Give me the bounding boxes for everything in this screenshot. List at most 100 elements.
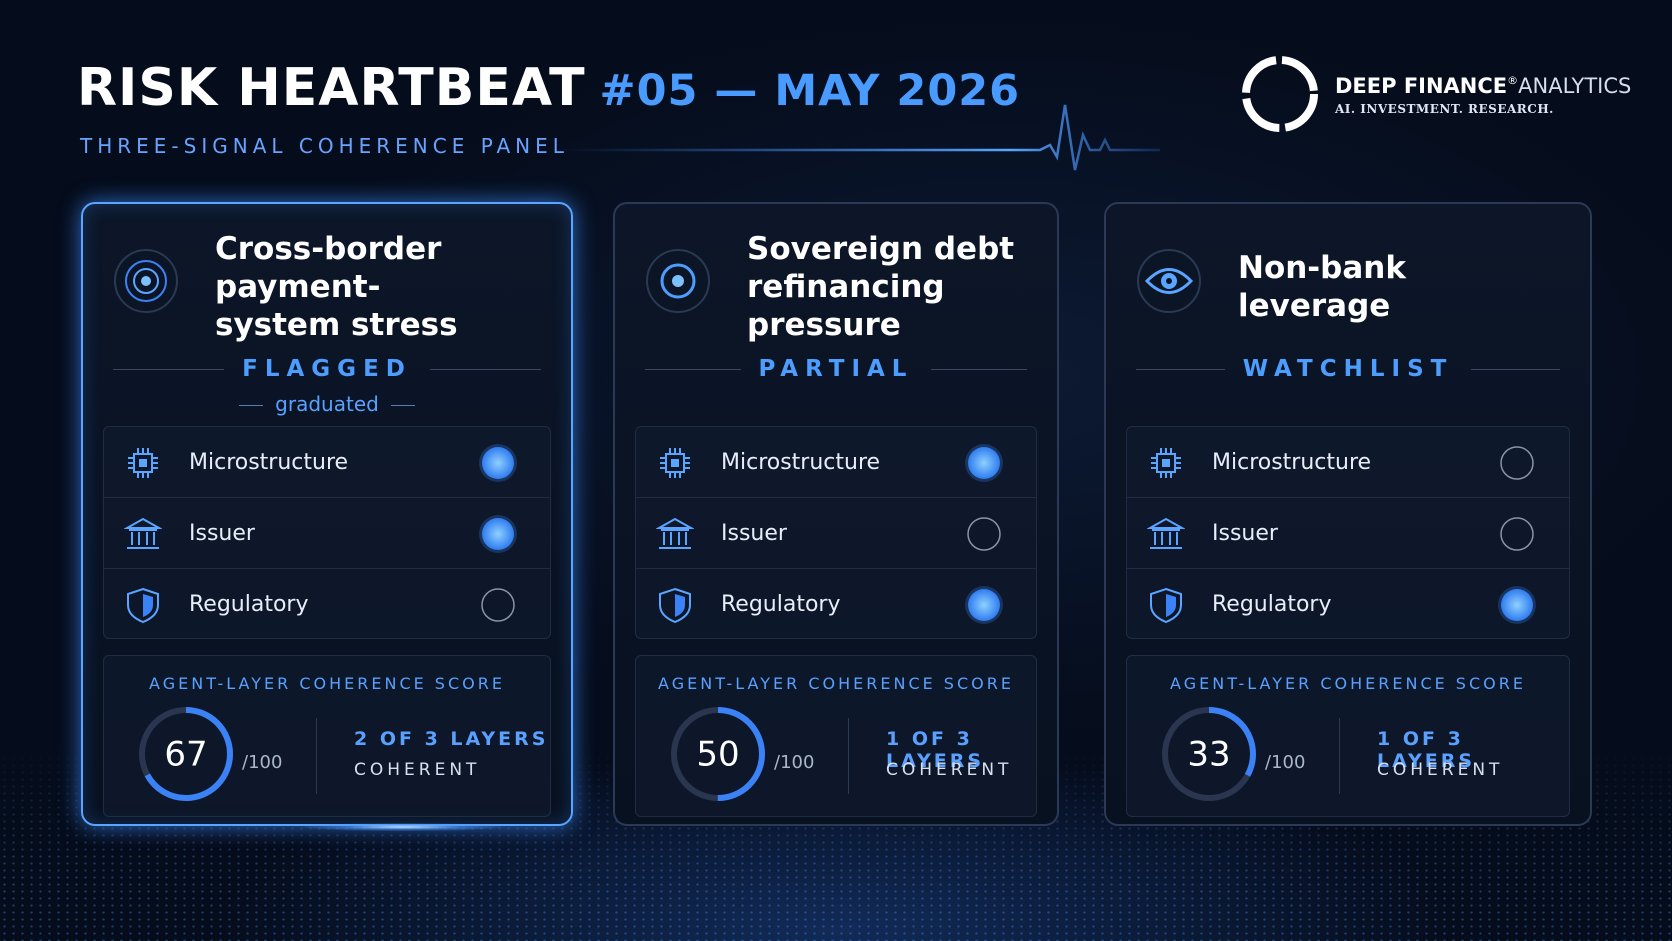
active-dot: [479, 444, 517, 482]
brand-tagline: AI. INVESTMENT. RESEARCH.: [1335, 102, 1554, 116]
card: Non-bank leverage WATCHLIST Microstructure…: [1104, 202, 1592, 826]
score-box: AGENT-LAYER COHERENCE SCORE 50/100 1 OF 3 …: [635, 655, 1037, 817]
score-label: AGENT-LAYER COHERENCE SCORE: [658, 674, 1014, 693]
inactive-dot: [481, 588, 515, 622]
rule: [113, 368, 225, 370]
layer-name: Regulatory: [189, 592, 309, 617]
layer-name: Issuer: [1212, 520, 1278, 546]
coherence-note: COHERENT: [886, 760, 1013, 780]
layer-icon: [1151, 448, 1181, 478]
divider: [848, 718, 849, 794]
score-box: AGENT-LAYER COHERENCE SCORE 67/100 2 OF 3 …: [103, 655, 551, 817]
score-max: /100: [242, 752, 283, 773]
card-title: Sovereign debt refinancing pressure: [747, 231, 1015, 343]
coherence: 1 OF 3 LAYERS: [886, 728, 985, 772]
card-icon: [1137, 249, 1201, 313]
rule: [1136, 368, 1225, 370]
score-label: AGENT-LAYER COHERENCE SCORE: [1170, 674, 1526, 693]
layer-name: Issuer: [189, 520, 255, 546]
status-line: WATCHLIST: [1136, 356, 1561, 382]
heartbeat: [560, 104, 1160, 171]
coherence-note: COHERENT: [1377, 760, 1504, 780]
layer-icon: [656, 517, 694, 549]
rule: [429, 368, 542, 370]
layer-name: Microstructure: [721, 449, 881, 475]
status-line: PARTIAL: [645, 356, 1027, 382]
active-dot: [965, 444, 1003, 482]
brand-suffix: ANALYTICS: [1518, 74, 1632, 98]
layer-row: Regulatory: [636, 569, 1036, 640]
card-icon: [114, 249, 178, 313]
layer-name: Microstructure: [189, 449, 349, 475]
rule: [931, 368, 1027, 370]
brand-name: DEEP FINANCE: [1335, 74, 1508, 98]
layer-icon: [1150, 587, 1182, 624]
gauge: 33: [1162, 707, 1256, 801]
rule: [645, 368, 741, 370]
card-title: Non-bank leverage: [1238, 250, 1406, 324]
layer-row: Microstructure: [636, 427, 1036, 498]
gauge: 67: [139, 707, 233, 801]
active-dot: [479, 515, 517, 553]
layer-row: Issuer: [1127, 498, 1569, 569]
coherence: 1 OF 3 LAYERS: [1377, 728, 1476, 772]
rule: [1471, 368, 1561, 370]
brand: DEEP FINANCE®ANALYTICS AI. INVESTMENT. R…: [1335, 74, 1631, 116]
header-title: RISK HEARTBEAT #05 — MAY 2026: [77, 58, 1020, 118]
edition: #05 — MAY 2026: [599, 66, 1021, 116]
inactive-dot: [1500, 446, 1534, 480]
gauge-arc: [671, 707, 765, 801]
layer-name: Regulatory: [1212, 592, 1332, 617]
layer-name: Regulatory: [721, 592, 841, 617]
score-value: 50: [696, 735, 739, 775]
layers: Microstructure Issuer Regulatory: [1126, 426, 1570, 639]
layer-row: Microstructure: [104, 427, 550, 498]
active-dot: [965, 586, 1003, 624]
layer-row: Regulatory: [104, 569, 550, 640]
status: FLAGGED: [242, 356, 412, 382]
layers: Microstructure Issuer Regulatory: [103, 426, 551, 639]
score-value: 33: [1187, 735, 1230, 775]
status-line: FLAGGED: [113, 356, 542, 382]
title: RISK HEARTBEAT: [77, 58, 586, 118]
brand-mark: ®: [1507, 74, 1519, 87]
card-title: Cross-border payment-system stress: [215, 231, 458, 343]
substatus: graduated: [83, 392, 571, 416]
inactive-dot: [967, 517, 1001, 551]
layers: Microstructure Issuer Regulatory: [635, 426, 1037, 639]
glow: [303, 823, 503, 831]
layer-icon: [1147, 517, 1185, 549]
card-icon: [646, 249, 710, 313]
layer-row: Microstructure: [1127, 427, 1569, 498]
score-max: /100: [1265, 752, 1306, 773]
inactive-dot: [1500, 517, 1534, 551]
divider: [1339, 718, 1340, 794]
layer-icon: [127, 587, 159, 624]
gauge: 50: [671, 707, 765, 801]
layer-icon: [128, 448, 158, 478]
active-dot: [1498, 586, 1536, 624]
coherence-note: COHERENT: [354, 760, 481, 780]
score-box: AGENT-LAYER COHERENCE SCORE 33/100 1 OF 3 …: [1126, 655, 1570, 817]
card: Sovereign debt refinancing pressure PARTI…: [613, 202, 1059, 826]
status: PARTIAL: [758, 356, 914, 382]
score-label: AGENT-LAYER COHERENCE SCORE: [149, 674, 505, 693]
layer-icon: [659, 587, 691, 624]
layer-row: Regulatory: [1127, 569, 1569, 640]
card: Cross-border payment-system stress FLAGGE…: [81, 202, 573, 831]
brand-logo: [1242, 56, 1318, 132]
layer-row: Issuer: [104, 498, 550, 569]
score-value: 67: [164, 735, 207, 775]
layer-icon: [124, 517, 162, 549]
coherence: 2 OF 3 LAYERS: [354, 728, 549, 750]
divider: [316, 718, 317, 794]
layer-row: Issuer: [636, 498, 1036, 569]
layer-name: Microstructure: [1212, 449, 1372, 475]
layer-name: Issuer: [721, 520, 787, 546]
gauge-arc: [139, 707, 233, 801]
layer-icon: [660, 448, 690, 478]
gauge-arc: [1162, 707, 1256, 801]
score-max: /100: [774, 752, 815, 773]
status: WATCHLIST: [1242, 356, 1454, 382]
